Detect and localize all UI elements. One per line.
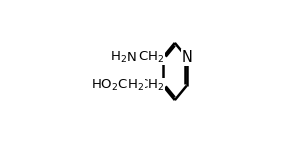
Text: CH$_2$: CH$_2$ — [138, 78, 164, 93]
Text: CH$_2$: CH$_2$ — [138, 50, 164, 65]
Text: H$_2$: H$_2$ — [110, 50, 126, 65]
Text: N: N — [127, 51, 137, 64]
Text: HO$_2$C: HO$_2$C — [91, 78, 128, 93]
Text: N: N — [182, 50, 193, 65]
Text: CH$_2$: CH$_2$ — [119, 78, 145, 93]
